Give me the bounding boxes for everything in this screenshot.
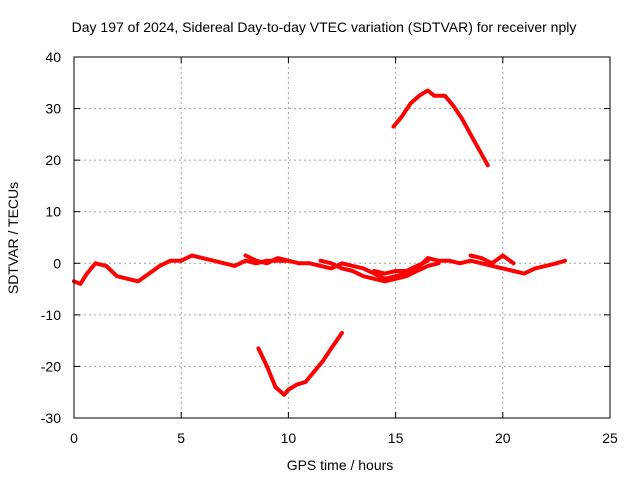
y-tick-label: -10 <box>41 307 61 323</box>
x-axis-label: GPS time / hours <box>287 457 394 473</box>
x-tick-label: 25 <box>602 430 618 446</box>
series-line-branch-c <box>372 258 430 276</box>
y-tick-label: 40 <box>45 49 61 65</box>
series-line-dip <box>256 330 344 397</box>
series-line-baseline <box>72 253 567 286</box>
y-tick-label: 30 <box>45 101 61 117</box>
y-tick-label: 0 <box>53 255 61 271</box>
y-tick-label: -30 <box>41 410 61 426</box>
y-tick-label: -20 <box>41 358 61 374</box>
plot-frame <box>73 56 611 419</box>
data-series <box>72 88 567 397</box>
x-tick-label: 15 <box>388 430 404 446</box>
series-line-branch-e <box>468 253 516 266</box>
grid <box>74 57 610 418</box>
y-tick-label: 10 <box>45 204 61 220</box>
series-line-hump <box>391 88 490 168</box>
y-axis-label: SDTVAR / TECUs <box>5 182 21 294</box>
x-tick-label: 10 <box>281 430 297 446</box>
x-tick-label: 0 <box>70 430 78 446</box>
axis-ticks: -30 -20 -10 0 10 20 30 40 0 5 10 15 20 25 <box>41 49 618 446</box>
series-line-branch-b <box>318 258 441 284</box>
y-tick-label: 20 <box>45 152 61 168</box>
x-tick-label: 20 <box>495 430 511 446</box>
chart-title: Day 197 of 2024, Sidereal Day-to-day VTE… <box>72 19 577 35</box>
series-line-branch-d <box>243 253 291 266</box>
x-tick-label: 5 <box>177 430 185 446</box>
